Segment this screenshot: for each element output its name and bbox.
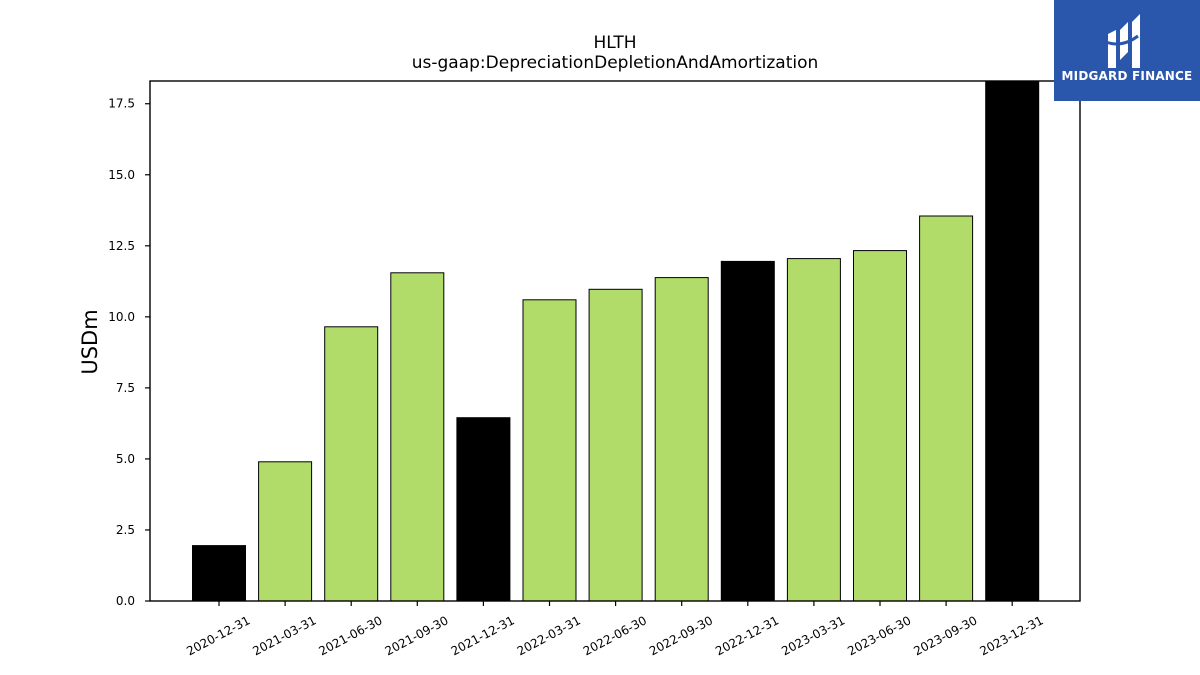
x-tick-label: 2022-03-31: [515, 613, 583, 658]
x-tick-label: 2021-06-30: [316, 613, 384, 658]
bar-2023-03-31: [786, 258, 841, 602]
y-tick-label: 2.5: [116, 523, 135, 537]
chart-subtitle: us-gaap:DepreciationDepletionAndAmortiza…: [412, 53, 819, 73]
y-tick-label: 10.0: [108, 310, 135, 324]
x-tick-label: 2021-12-31: [449, 613, 517, 658]
bar-2020-12-31: [192, 545, 246, 602]
y-tick-label: 15.0: [108, 168, 135, 182]
x-ticks-layer: 2020-12-312021-03-312021-06-302021-09-30…: [184, 601, 1046, 658]
y-tick-label: 0.0: [116, 594, 135, 608]
y-tick-label: 17.5: [108, 97, 135, 111]
bars-layer: [192, 80, 1040, 602]
bar-2021-09-30: [390, 272, 445, 602]
bar-2023-06-30: [853, 250, 907, 602]
bar-2021-03-31: [258, 461, 313, 602]
brand-mark-icon: [1105, 14, 1140, 68]
bar-2023-09-30: [919, 215, 974, 602]
y-tick-label: 5.0: [116, 452, 135, 466]
x-tick-label: 2023-03-31: [779, 613, 847, 658]
y-ticks-layer: 0.0 2.5 5.0 7.5 10.0 12.5 15.0 17.5: [108, 97, 150, 608]
bar-2022-12-31: [720, 260, 775, 602]
x-tick-label: 2023-06-30: [845, 613, 913, 658]
x-tick-label: 2022-06-30: [581, 613, 649, 658]
chart-title: HLTH: [593, 33, 636, 53]
x-tick-label: 2020-12-31: [184, 613, 252, 658]
bar-2022-09-30: [654, 277, 709, 602]
bar-2023-12-31: [985, 80, 1040, 602]
y-tick-label: 12.5: [108, 239, 135, 253]
x-tick-label: 2022-09-30: [647, 613, 715, 658]
bar-2021-06-30: [324, 326, 379, 602]
plot-frame: [149, 80, 1081, 602]
y-tick-label: 7.5: [116, 381, 135, 395]
x-tick-label: 2023-09-30: [911, 613, 979, 658]
bar-2021-12-31: [456, 417, 511, 602]
x-tick-label: 2021-03-31: [250, 613, 318, 658]
brand-logo: MIDGARD FINANCE: [1054, 0, 1200, 101]
bar-2022-03-31: [522, 299, 577, 602]
brand-logo-text: MIDGARD FINANCE: [1061, 69, 1193, 83]
y-axis-label: USDm: [78, 309, 102, 374]
bar-2022-06-30: [588, 288, 643, 602]
x-tick-label: 2021-09-30: [383, 613, 451, 658]
x-tick-label: 2023-12-31: [977, 613, 1045, 658]
x-tick-label: 2022-12-31: [713, 613, 781, 658]
